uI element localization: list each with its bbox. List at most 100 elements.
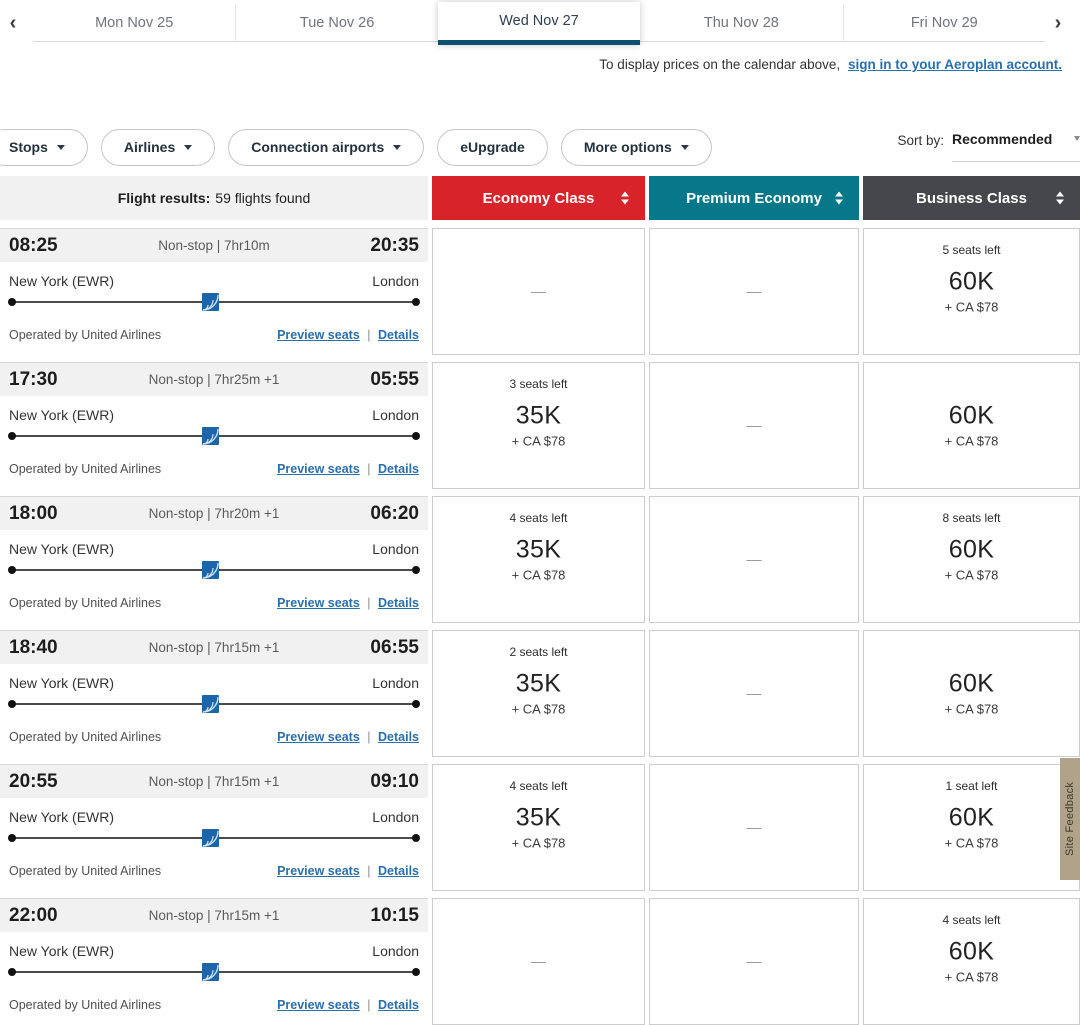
premium-economy-fare-cell[interactable]: —: [649, 630, 859, 757]
link-separator: |: [367, 998, 371, 1012]
economy-fare-cell[interactable]: 4 seats left 35K + CA $78: [432, 496, 645, 623]
origin-dot: [8, 432, 16, 440]
destination-dot: [412, 700, 420, 708]
flight-card-footer: Operated by United Airlines Preview seat…: [0, 596, 428, 610]
destination-dot: [412, 566, 420, 574]
more-options-filter-button[interactable]: More options: [560, 128, 712, 166]
route-cities: New York (EWR) London: [0, 675, 428, 691]
link-separator: |: [367, 730, 371, 744]
departure-time: 18:00: [9, 502, 58, 524]
details-link[interactable]: Details: [378, 462, 419, 476]
date-tab-wed-nov-27[interactable]: Wed Nov 27: [437, 2, 641, 45]
filter-toolbar: Stops Airlines Connection airports eUpgr…: [0, 128, 1080, 166]
destination-dot: [412, 298, 420, 306]
destination-city: London: [372, 407, 419, 423]
destination-city: London: [372, 541, 419, 557]
flight-card: 18:40 Non-stop | 7hr15m +1 06:55 New Yor…: [0, 630, 428, 757]
cash-surcharge: + CA $78: [511, 835, 566, 851]
aeroplan-sign-in-link[interactable]: sign in to your Aeroplan account.: [847, 57, 1062, 72]
details-link[interactable]: Details: [378, 328, 419, 342]
filter-pills: Stops Airlines Connection airports eUpgr…: [0, 128, 712, 166]
route-line: [8, 427, 420, 445]
seats-left-text: 1 seat left: [945, 779, 998, 793]
operated-by-text: Operated by United Airlines: [9, 328, 162, 342]
preview-seats-link[interactable]: Preview seats: [277, 998, 360, 1012]
miles-price: 60K: [948, 535, 995, 564]
date-tab-tue-nov-26[interactable]: Tue Nov 26: [235, 4, 438, 42]
sort-select[interactable]: Recommended: [952, 130, 1080, 162]
business-fare-cell[interactable]: 60K + CA $78: [863, 362, 1080, 489]
site-feedback-tab[interactable]: Site Feedback: [1060, 758, 1080, 880]
departure-time: 22:00: [9, 904, 58, 926]
date-tab-fri-nov-29[interactable]: Fri Nov 29: [842, 4, 1045, 42]
destination-city: London: [372, 943, 419, 959]
flight-time-strip: 08:25 Non-stop | 7hr10m 20:35: [0, 229, 428, 262]
economy-fare-cell[interactable]: 4 seats left 35K + CA $78: [432, 764, 645, 891]
premium-economy-fare-cell[interactable]: —: [649, 898, 859, 1025]
united-airlines-logo-icon: [201, 427, 219, 445]
route-line: [8, 293, 420, 311]
details-link[interactable]: Details: [378, 998, 419, 1012]
date-tab-mon-nov-25[interactable]: Mon Nov 25: [33, 4, 236, 42]
premium-economy-fare-cell[interactable]: —: [649, 228, 859, 355]
destination-city: London: [372, 809, 419, 825]
business-fare-cell[interactable]: 8 seats left 60K + CA $78: [863, 496, 1080, 623]
next-date-chevron-icon[interactable]: ›: [1045, 4, 1071, 42]
details-link[interactable]: Details: [378, 864, 419, 878]
preview-seats-link[interactable]: Preview seats: [277, 730, 360, 744]
economy-fare-cell[interactable]: —: [432, 898, 645, 1025]
premium-economy-column-header[interactable]: Premium Economy: [649, 176, 859, 220]
economy-fare-cell[interactable]: —: [432, 228, 645, 355]
business-fare-cell[interactable]: 5 seats left 60K + CA $78: [863, 228, 1080, 355]
arrival-time: 20:35: [370, 234, 419, 256]
date-tab-thu-nov-28[interactable]: Thu Nov 28: [640, 4, 843, 42]
flight-row: 22:00 Non-stop | 7hr15m +1 10:15 New Yor…: [0, 898, 1080, 1025]
origin-dot: [8, 566, 16, 574]
route-cities: New York (EWR) London: [0, 943, 428, 959]
premium-economy-fare-cell[interactable]: —: [649, 362, 859, 489]
stops-duration-info: Non-stop | 7hr20m +1: [148, 506, 280, 521]
preview-seats-link[interactable]: Preview seats: [277, 328, 360, 342]
economy-fare-cell[interactable]: 3 seats left 35K + CA $78: [432, 362, 645, 489]
preview-seats-link[interactable]: Preview seats: [277, 596, 360, 610]
stops-filter-button[interactable]: Stops: [0, 128, 88, 166]
business-fare-cell[interactable]: 4 seats left 60K + CA $78: [863, 898, 1080, 1025]
prev-date-chevron-icon[interactable]: ‹: [0, 4, 26, 42]
connection-airports-filter-label: Connection airports: [251, 139, 385, 155]
cash-surcharge: + CA $78: [944, 835, 999, 851]
economy-class-column-header[interactable]: Economy Class: [432, 176, 645, 220]
business-fare-cell[interactable]: 1 seat left 60K + CA $78: [863, 764, 1080, 891]
miles-price: 35K: [515, 803, 562, 832]
fare-price: 35K + CA $78: [433, 535, 644, 582]
preview-seats-link[interactable]: Preview seats: [277, 864, 360, 878]
flight-time-strip: 18:00 Non-stop | 7hr20m +1 06:20: [0, 497, 428, 530]
premium-economy-label: Premium Economy: [686, 189, 822, 207]
date-tabbar: ‹ Mon Nov 25 Tue Nov 26 Wed Nov 27 Thu N…: [0, 2, 1080, 50]
origin-dot: [8, 298, 16, 306]
connection-airports-filter-button[interactable]: Connection airports: [228, 128, 425, 166]
details-link[interactable]: Details: [378, 596, 419, 610]
fare-price: 35K + CA $78: [433, 803, 644, 850]
business-fare-cell[interactable]: 60K + CA $78: [863, 630, 1080, 757]
date-tabs: Mon Nov 25 Tue Nov 26 Wed Nov 27 Thu Nov…: [33, 2, 1045, 45]
route-line: [8, 561, 420, 579]
departure-time: 18:40: [9, 636, 58, 658]
sort-arrows-icon: [621, 191, 629, 205]
details-link[interactable]: Details: [378, 730, 419, 744]
flight-row: 20:55 Non-stop | 7hr15m +1 09:10 New Yor…: [0, 764, 1080, 891]
business-class-column-header[interactable]: Business Class: [863, 176, 1080, 220]
preview-seats-link[interactable]: Preview seats: [277, 462, 360, 476]
more-options-filter-label: More options: [583, 139, 672, 155]
results-header: Flight results: 59 flights found Economy…: [0, 176, 1080, 220]
eupgrade-filter-button[interactable]: eUpgrade: [437, 128, 548, 166]
premium-economy-fare-cell[interactable]: —: [649, 764, 859, 891]
operated-by-text: Operated by United Airlines: [9, 462, 162, 476]
economy-fare-cell[interactable]: 2 seats left 35K + CA $78: [432, 630, 645, 757]
stops-filter-label: Stops: [9, 139, 48, 155]
airlines-filter-button[interactable]: Airlines: [100, 128, 216, 166]
stops-duration-info: Non-stop | 7hr15m +1: [148, 908, 280, 923]
flight-links: Preview seats | Details: [277, 730, 419, 744]
flight-card: 17:30 Non-stop | 7hr25m +1 05:55 New Yor…: [0, 362, 428, 489]
premium-economy-fare-cell[interactable]: —: [649, 496, 859, 623]
